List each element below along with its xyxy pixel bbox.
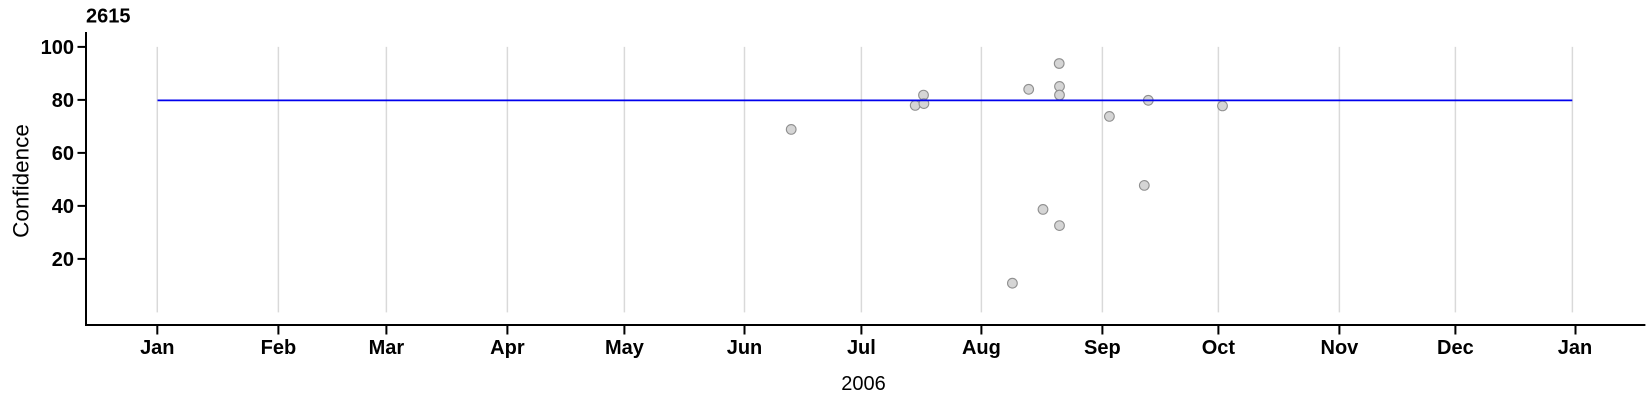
svg-text:2006: 2006 (841, 373, 886, 395)
svg-text:Jan: Jan (140, 337, 174, 359)
svg-text:20: 20 (52, 249, 74, 271)
svg-text:Jun: Jun (727, 337, 763, 359)
svg-text:2615: 2615 (86, 6, 131, 28)
svg-text:Confidence: Confidence (9, 124, 34, 238)
svg-text:Oct: Oct (1202, 337, 1236, 359)
svg-text:Mar: Mar (369, 337, 405, 359)
svg-text:Jul: Jul (847, 337, 876, 359)
svg-text:100: 100 (41, 37, 74, 59)
svg-text:60: 60 (52, 143, 74, 165)
svg-text:Jan: Jan (1558, 337, 1592, 359)
svg-text:80: 80 (52, 90, 74, 112)
svg-text:Feb: Feb (261, 337, 297, 359)
svg-text:40: 40 (52, 196, 74, 218)
svg-text:Aug: Aug (962, 337, 1001, 359)
svg-text:Sep: Sep (1084, 337, 1121, 359)
svg-text:Apr: Apr (490, 337, 525, 359)
svg-text:May: May (605, 337, 645, 359)
svg-text:Dec: Dec (1437, 337, 1474, 359)
svg-text:Nov: Nov (1321, 337, 1360, 359)
